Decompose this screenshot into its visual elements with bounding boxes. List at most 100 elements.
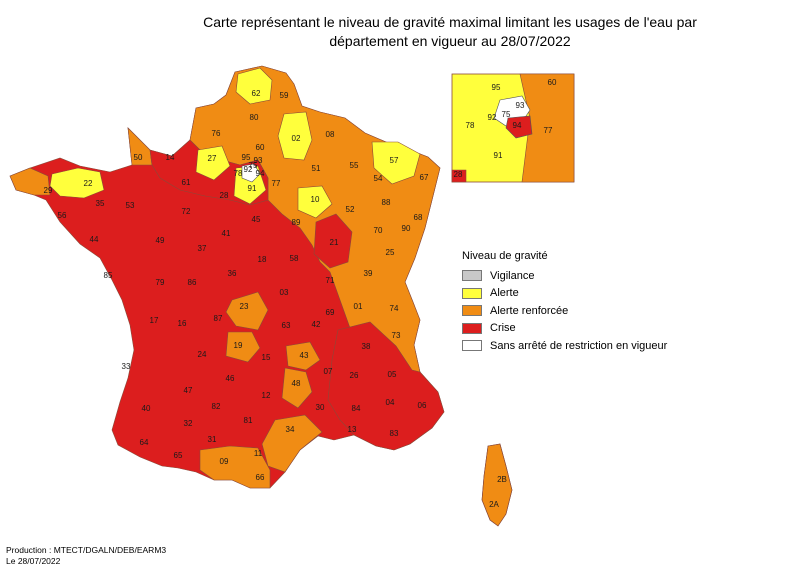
legend-label-alerte: Alerte: [490, 287, 519, 300]
inset-label-95: 95: [492, 83, 501, 92]
dept-label-50: 50: [134, 153, 143, 162]
dept-label-78: 78: [234, 169, 243, 178]
inset-label-94: 94: [513, 121, 522, 130]
dept-label-94: 94: [256, 169, 265, 178]
dept-label-95: 95: [242, 153, 251, 162]
legend-swatch-sans-arrete: [462, 340, 482, 352]
dept-label-54: 54: [374, 174, 383, 183]
legend-label-crise: Crise: [490, 322, 516, 335]
dept-label-73: 73: [392, 331, 401, 340]
production-date: Le 28/07/2022: [6, 555, 61, 566]
legend-item-alerte-renforcee: Alerte renforcée: [462, 302, 667, 320]
dept-label-65: 65: [174, 451, 183, 460]
inset-label-60: 60: [548, 78, 557, 87]
dept-label-82: 82: [212, 402, 221, 411]
legend-swatch-vigilance: [462, 270, 482, 282]
dept-label-93: 93: [254, 156, 263, 165]
dept-label-18: 18: [258, 255, 267, 264]
dept-label-30: 30: [316, 403, 325, 412]
inset-label-75: 75: [502, 110, 511, 119]
dept-label-46: 46: [226, 374, 235, 383]
dept-label-2A: 2A: [489, 500, 499, 509]
dept-label-48: 48: [292, 379, 301, 388]
corsica: [481, 443, 513, 527]
dept-label-14: 14: [166, 153, 175, 162]
dept-label-31: 31: [208, 435, 217, 444]
dept-label-74: 74: [390, 304, 399, 313]
dept-label-13: 13: [348, 425, 357, 434]
dept-label-45: 45: [252, 215, 261, 224]
dept-label-35: 35: [96, 199, 105, 208]
dept-label-49: 49: [156, 236, 165, 245]
dept-label-56: 56: [58, 211, 67, 220]
dept-label-08: 08: [326, 130, 335, 139]
footer: Production : MTECT/DGALN/DEB/EARM3 Le 28…: [6, 545, 166, 566]
dept-label-91: 91: [248, 184, 257, 193]
dept-label-80: 80: [250, 113, 259, 122]
dept-label-69: 69: [326, 308, 335, 317]
dept-label-28: 28: [220, 191, 229, 200]
dept-label-84: 84: [352, 404, 361, 413]
dept-label-17: 17: [150, 316, 159, 325]
dept-label-83: 83: [390, 429, 399, 438]
dept-label-71: 71: [326, 276, 335, 285]
dept-label-67: 67: [420, 173, 429, 182]
dept-label-12: 12: [262, 391, 271, 400]
dept-label-36: 36: [228, 269, 237, 278]
dept-label-26: 26: [350, 371, 359, 380]
inset-label-77: 77: [544, 126, 553, 135]
paris-inner-ring: [241, 163, 261, 183]
dept-label-29: 29: [44, 186, 53, 195]
map-title-line-2: département en vigueur au 28/07/2022: [329, 33, 571, 49]
dept-label-57: 57: [390, 156, 399, 165]
dept-label-34: 34: [286, 425, 295, 434]
dept-label-21: 21: [330, 238, 339, 247]
dept-label-70: 70: [374, 226, 383, 235]
dept-label-37: 37: [198, 244, 207, 253]
dept-label-32: 32: [184, 419, 193, 428]
dept-label-06: 06: [418, 401, 427, 410]
alerte-zones: [49, 67, 421, 219]
legend-label-sans-arrete: Sans arrêté de restriction en vigueur: [490, 339, 668, 352]
dept-label-38: 38: [362, 342, 371, 351]
dept-label-89: 89: [292, 218, 301, 227]
inset-label-91: 91: [494, 151, 503, 160]
dept-label-24: 24: [198, 350, 207, 359]
dept-label-53: 53: [126, 201, 135, 210]
legend-item-vigilance: Vigilance: [462, 267, 667, 285]
inset-label-78: 78: [466, 121, 475, 130]
dept-label-85: 85: [104, 271, 113, 280]
dept-label-22: 22: [84, 179, 93, 188]
legend-item-crise: Crise: [462, 320, 667, 338]
legend-label-vigilance: Vigilance: [490, 269, 535, 282]
dept-label-81: 81: [244, 416, 253, 425]
legend-swatch-alerte: [462, 287, 482, 299]
inset-labels: 95 60 93 75 92 94 78 77 91 28: [454, 78, 557, 179]
dept-label-63: 63: [282, 321, 291, 330]
dept-label-25: 25: [386, 248, 395, 257]
legend-swatch-crise: [462, 322, 482, 334]
dept-label-62: 62: [252, 89, 261, 98]
dept-label-88: 88: [382, 198, 391, 207]
dept-label-27: 27: [208, 154, 217, 163]
dept-label-05: 05: [388, 370, 397, 379]
dept-label-60: 60: [256, 143, 265, 152]
dept-label-72: 72: [182, 207, 191, 216]
dept-label-87: 87: [214, 314, 223, 323]
dept-label-44: 44: [90, 235, 99, 244]
legend-swatch-alerte-renforcee: [462, 305, 482, 317]
inset-label-28: 28: [454, 170, 463, 179]
production-credit: Production : MTECT/DGALN/DEB/EARM3: [6, 545, 167, 555]
dept-label-10: 10: [311, 195, 320, 204]
dept-label-68: 68: [414, 213, 423, 222]
dept-label-79: 79: [156, 278, 165, 287]
dept-label-42: 42: [312, 320, 321, 329]
dept-label-59: 59: [280, 91, 289, 100]
dept-label-66: 66: [256, 473, 265, 482]
dept-label-40: 40: [142, 404, 151, 413]
dept-label-23: 23: [240, 302, 249, 311]
dept-label-33: 33: [122, 362, 131, 371]
inset-zone-94: [505, 115, 533, 139]
inset-label-93: 93: [516, 101, 525, 110]
